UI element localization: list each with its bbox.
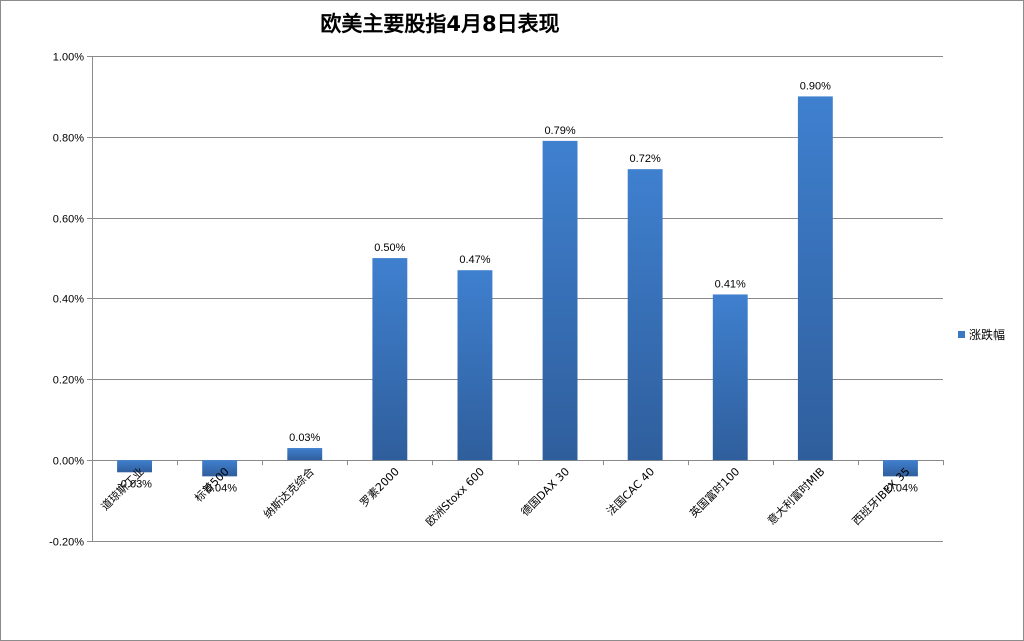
category-label: 西班牙IBEX 35 — [850, 465, 913, 528]
y-tick-label: 1.00% — [53, 52, 84, 64]
category-label: 意大利富时MIB — [764, 464, 827, 527]
data-label: 0.47% — [459, 254, 490, 266]
data-label: 0.72% — [630, 153, 661, 165]
y-tick-label: 0.00% — [53, 456, 84, 468]
chart-title: 欧美主要股指4月8日表现 — [320, 12, 559, 36]
data-label: 0.41% — [715, 278, 746, 290]
data-label: 0.90% — [800, 80, 831, 92]
legend-label: 涨跌幅 — [969, 327, 1005, 342]
data-label: -0.04% — [202, 482, 237, 494]
category-label: 欧洲Stoxx 600 — [423, 465, 487, 529]
bar — [372, 258, 408, 461]
data-label: 0.79% — [544, 125, 575, 137]
y-tick-label: -0.20% — [49, 537, 84, 549]
y-axis-ticks: -0.20% 0.00% 0.20% 0.40% 0.60% 0.80% 1.00% — [49, 52, 92, 549]
y-tick-label: 0.40% — [53, 294, 84, 306]
bar — [712, 294, 748, 461]
bar — [797, 96, 833, 461]
bar — [542, 140, 578, 461]
category-label: 纳斯达克综合 — [260, 464, 317, 521]
category-label: 法国CAC 40 — [603, 464, 657, 518]
y-tick-label: 0.20% — [53, 375, 84, 387]
data-labels: -0.03% -0.04% 0.03% 0.50% 0.47% 0.79% 0.72% 0.4… — [117, 80, 918, 494]
category-label: 德国DAX 30 — [518, 464, 572, 518]
data-label: -0.03% — [117, 478, 152, 490]
data-label: 0.03% — [289, 432, 320, 444]
category-label: 英国富时100 — [687, 464, 743, 520]
bar — [287, 448, 323, 461]
bar — [117, 460, 152, 473]
y-tick-label: 0.80% — [53, 133, 84, 145]
category-label: 罗素2000 — [357, 465, 402, 510]
legend: 涨跌幅 — [958, 327, 1005, 342]
category-labels: 道琼斯工业 标普500 纳斯达克综合 罗素2000 欧洲Stoxx 600 德国DAX 3… — [98, 464, 913, 528]
y-tick-label: 0.60% — [53, 214, 84, 226]
bar — [202, 460, 238, 477]
data-label: -0.04% — [883, 482, 918, 494]
legend-swatch — [958, 331, 965, 338]
bar — [457, 270, 493, 461]
bar — [627, 169, 663, 461]
bars — [117, 96, 918, 477]
bar — [883, 460, 918, 477]
data-label: 0.50% — [374, 242, 405, 254]
